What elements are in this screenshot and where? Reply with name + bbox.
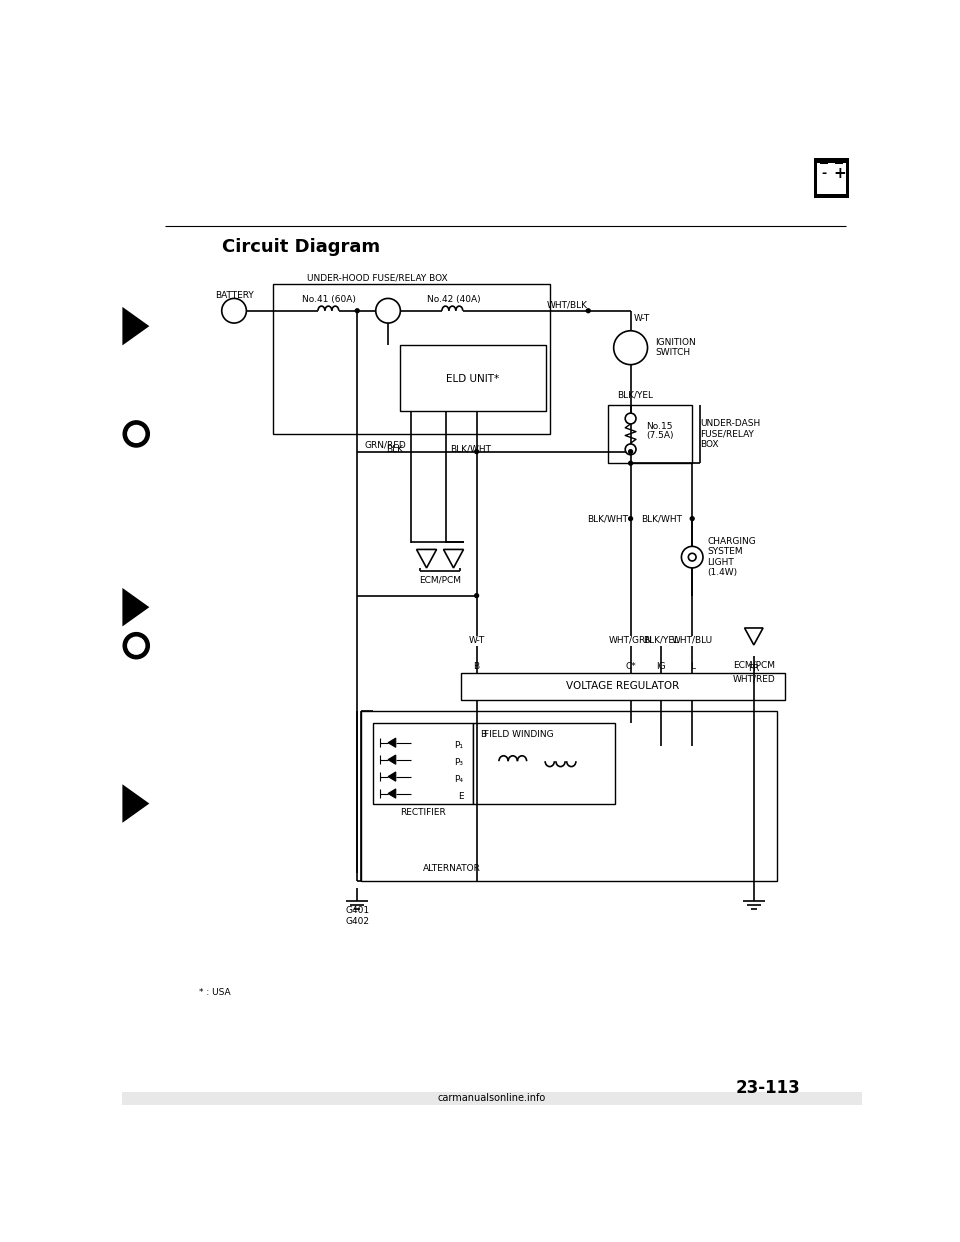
- Text: IG1: IG1: [624, 349, 637, 359]
- Text: BLK: BLK: [387, 445, 403, 453]
- Bar: [273, 283, 550, 433]
- Circle shape: [629, 450, 633, 453]
- Text: C*: C*: [625, 662, 636, 671]
- Text: RECTIFIER: RECTIFIER: [399, 809, 445, 817]
- Polygon shape: [388, 773, 396, 781]
- Text: IGNITION
SWITCH: IGNITION SWITCH: [656, 338, 696, 358]
- Text: BLK/YEL: BLK/YEL: [643, 636, 680, 645]
- Polygon shape: [123, 587, 150, 626]
- Text: No.41 (60A): No.41 (60A): [301, 294, 356, 304]
- Text: BLK/WHT: BLK/WHT: [587, 514, 628, 523]
- Polygon shape: [123, 307, 150, 345]
- Polygon shape: [745, 628, 763, 645]
- Circle shape: [682, 546, 703, 568]
- Text: (7.5A): (7.5A): [646, 431, 674, 440]
- Polygon shape: [388, 738, 396, 748]
- Text: ALTERNATOR: ALTERNATOR: [422, 864, 481, 873]
- Circle shape: [474, 450, 478, 453]
- Polygon shape: [444, 549, 464, 568]
- Text: IG: IG: [657, 662, 666, 671]
- Circle shape: [688, 553, 696, 561]
- Circle shape: [222, 298, 247, 323]
- Text: 23-113: 23-113: [735, 1079, 800, 1098]
- Text: BATTERY: BATTERY: [215, 291, 253, 299]
- Text: E: E: [458, 792, 464, 801]
- Text: B: B: [480, 730, 487, 739]
- Text: UNDER-DASH
FUSE/RELAY
BOX: UNDER-DASH FUSE/RELAY BOX: [700, 419, 760, 448]
- Text: W-T: W-T: [634, 314, 650, 323]
- Text: Circuit Diagram: Circuit Diagram: [223, 237, 380, 256]
- Circle shape: [474, 594, 478, 597]
- Text: +: +: [228, 304, 239, 317]
- Circle shape: [629, 517, 633, 520]
- Text: BAT: BAT: [620, 338, 635, 347]
- Text: BLK/WHT: BLK/WHT: [641, 514, 682, 523]
- Bar: [472, 723, 615, 804]
- Text: WHT/RED: WHT/RED: [732, 674, 775, 683]
- Circle shape: [629, 461, 633, 465]
- Text: FIELD WINDING: FIELD WINDING: [484, 730, 554, 739]
- Text: GRN/RED: GRN/RED: [365, 441, 407, 450]
- Text: P₁: P₁: [454, 741, 464, 750]
- Text: FR: FR: [748, 664, 759, 673]
- Circle shape: [587, 309, 590, 313]
- Circle shape: [128, 637, 145, 655]
- Circle shape: [355, 309, 359, 313]
- Text: CHARGING
SYSTEM
LIGHT
(1.4W): CHARGING SYSTEM LIGHT (1.4W): [708, 537, 756, 578]
- Polygon shape: [123, 784, 150, 822]
- Bar: [372, 723, 472, 804]
- Bar: [608, 405, 692, 463]
- Circle shape: [375, 298, 400, 323]
- Text: carmanualsonline.info: carmanualsonline.info: [438, 1093, 546, 1103]
- Circle shape: [625, 443, 636, 455]
- Text: No.42 (40A): No.42 (40A): [426, 294, 480, 304]
- Text: WHT/BLU: WHT/BLU: [672, 636, 712, 645]
- Text: -: -: [822, 168, 827, 180]
- Circle shape: [613, 330, 648, 365]
- Bar: [461, 673, 784, 699]
- Polygon shape: [388, 755, 396, 764]
- Text: +: +: [833, 166, 846, 181]
- Text: P₄: P₄: [454, 775, 464, 784]
- Text: * : USA: * : USA: [200, 987, 231, 996]
- Polygon shape: [417, 549, 437, 568]
- Text: BLK/WHT: BLK/WHT: [449, 445, 491, 453]
- Circle shape: [123, 421, 150, 447]
- Circle shape: [128, 426, 145, 442]
- Bar: [835, 158, 843, 164]
- Text: WHT/BLK: WHT/BLK: [547, 301, 588, 309]
- Text: L: L: [689, 662, 695, 671]
- Polygon shape: [388, 789, 396, 799]
- Text: B: B: [473, 662, 480, 671]
- Circle shape: [123, 632, 150, 658]
- Bar: [399, 345, 546, 411]
- Bar: [361, 712, 777, 881]
- Text: ECM/PCM: ECM/PCM: [419, 576, 461, 585]
- Text: P₃: P₃: [454, 758, 464, 768]
- Bar: [814, 158, 850, 199]
- Bar: [820, 158, 828, 164]
- Text: ECM/PCM: ECM/PCM: [732, 661, 775, 669]
- Circle shape: [625, 414, 636, 424]
- Text: W-T: W-T: [468, 636, 485, 645]
- Text: ELD UNIT*: ELD UNIT*: [446, 374, 499, 384]
- Bar: [123, 1092, 861, 1105]
- Text: UNDER-HOOD FUSE/RELAY BOX: UNDER-HOOD FUSE/RELAY BOX: [307, 273, 447, 282]
- Text: VOLTAGE REGULATOR: VOLTAGE REGULATOR: [566, 681, 680, 691]
- Text: BLK/YEL: BLK/YEL: [616, 391, 653, 400]
- Text: WHT/GRN: WHT/GRN: [609, 636, 653, 645]
- Bar: [817, 163, 846, 194]
- Text: No.15: No.15: [646, 422, 673, 431]
- Circle shape: [690, 517, 694, 520]
- Text: G401
G402: G401 G402: [346, 907, 370, 925]
